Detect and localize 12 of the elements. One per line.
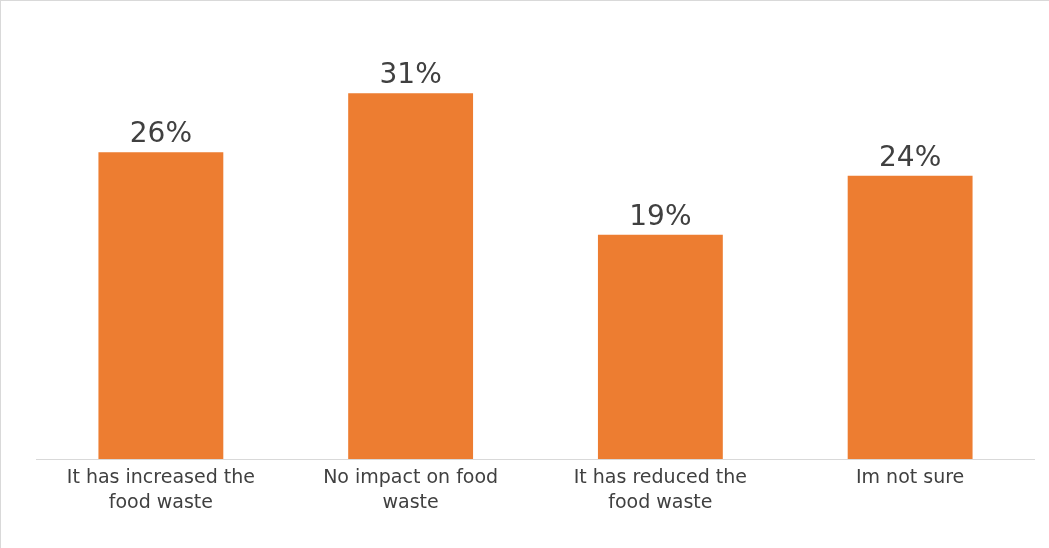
x-tick-label: Im not sure	[855, 464, 965, 487]
x-tick-label: It has reduced the food waste	[573, 464, 748, 512]
x-tick-label: It has increased the food waste	[66, 464, 255, 512]
bar	[98, 152, 224, 459]
data-label: 24%	[879, 139, 942, 173]
x-tick-label: No impact on food waste	[323, 464, 499, 512]
data-label: 31%	[379, 57, 442, 91]
bar	[847, 175, 973, 459]
bar	[597, 234, 723, 459]
bar	[348, 93, 474, 459]
data-label: 26%	[129, 116, 192, 150]
data-label: 19%	[629, 198, 692, 232]
